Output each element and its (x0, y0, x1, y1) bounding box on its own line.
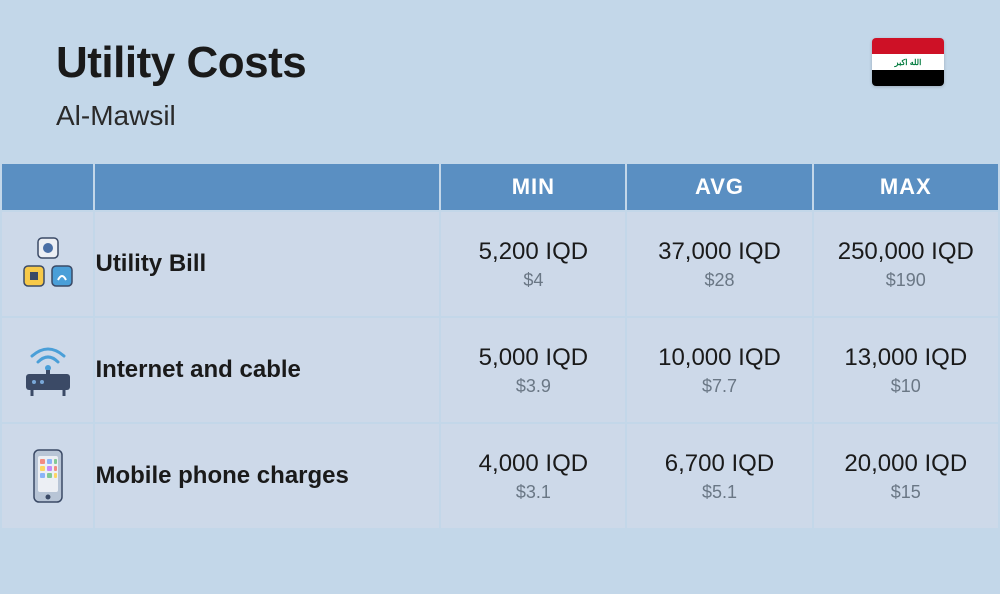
row-icon-cell (2, 212, 93, 316)
avg-value: 6,700 IQD (627, 450, 811, 478)
max-value: 13,000 IQD (814, 344, 998, 372)
min-value: 4,000 IQD (441, 450, 625, 478)
avg-sub: $7.7 (627, 376, 811, 397)
min-sub: $4 (441, 270, 625, 291)
row-label-cell: Utility Bill (95, 212, 439, 316)
mobile-phone-icon (18, 446, 78, 506)
row-label: Utility Bill (95, 250, 439, 278)
min-value: 5,200 IQD (441, 238, 625, 266)
page-title: Utility Costs (56, 38, 306, 88)
max-value: 20,000 IQD (814, 450, 998, 478)
min-sub: $3.9 (441, 376, 625, 397)
avg-value: 37,000 IQD (627, 238, 811, 266)
header-avg: AVG (627, 164, 811, 210)
avg-sub: $28 (627, 270, 811, 291)
min-value: 5,000 IQD (441, 344, 625, 372)
min-sub: $3.1 (441, 482, 625, 503)
cell-min: 4,000 IQD $3.1 (441, 424, 625, 528)
internet-cable-icon (18, 340, 78, 400)
cost-table: MIN AVG MAX Utility (0, 162, 1000, 530)
cell-min: 5,000 IQD $3.9 (441, 318, 625, 422)
cell-avg: 10,000 IQD $7.7 (627, 318, 811, 422)
title-block: Utility Costs Al-Mawsil (56, 38, 306, 132)
utility-bill-icon (18, 234, 78, 294)
table-row: Internet and cable 5,000 IQD $3.9 10,000… (2, 318, 998, 422)
row-label: Internet and cable (95, 356, 439, 384)
iraq-flag-icon: الله اكبر (872, 38, 944, 86)
row-label-cell: Internet and cable (95, 318, 439, 422)
page-subtitle: Al-Mawsil (56, 100, 306, 132)
header-min: MIN (441, 164, 625, 210)
cell-avg: 37,000 IQD $28 (627, 212, 811, 316)
cell-max: 250,000 IQD $190 (814, 212, 998, 316)
max-sub: $10 (814, 376, 998, 397)
header: Utility Costs Al-Mawsil الله اكبر (0, 0, 1000, 162)
max-sub: $15 (814, 482, 998, 503)
avg-sub: $5.1 (627, 482, 811, 503)
row-label: Mobile phone charges (95, 462, 439, 490)
cell-max: 20,000 IQD $15 (814, 424, 998, 528)
avg-value: 10,000 IQD (627, 344, 811, 372)
table-row: Utility Bill 5,200 IQD $4 37,000 IQD $28… (2, 212, 998, 316)
cell-max: 13,000 IQD $10 (814, 318, 998, 422)
row-icon-cell (2, 318, 93, 422)
table-row: Mobile phone charges 4,000 IQD $3.1 6,70… (2, 424, 998, 528)
row-label-cell: Mobile phone charges (95, 424, 439, 528)
header-max: MAX (814, 164, 998, 210)
max-value: 250,000 IQD (814, 238, 998, 266)
table-header-row: MIN AVG MAX (2, 164, 998, 210)
max-sub: $190 (814, 270, 998, 291)
row-icon-cell (2, 424, 93, 528)
cell-avg: 6,700 IQD $5.1 (627, 424, 811, 528)
header-blank-label (95, 164, 439, 210)
header-blank-icon (2, 164, 93, 210)
cell-min: 5,200 IQD $4 (441, 212, 625, 316)
